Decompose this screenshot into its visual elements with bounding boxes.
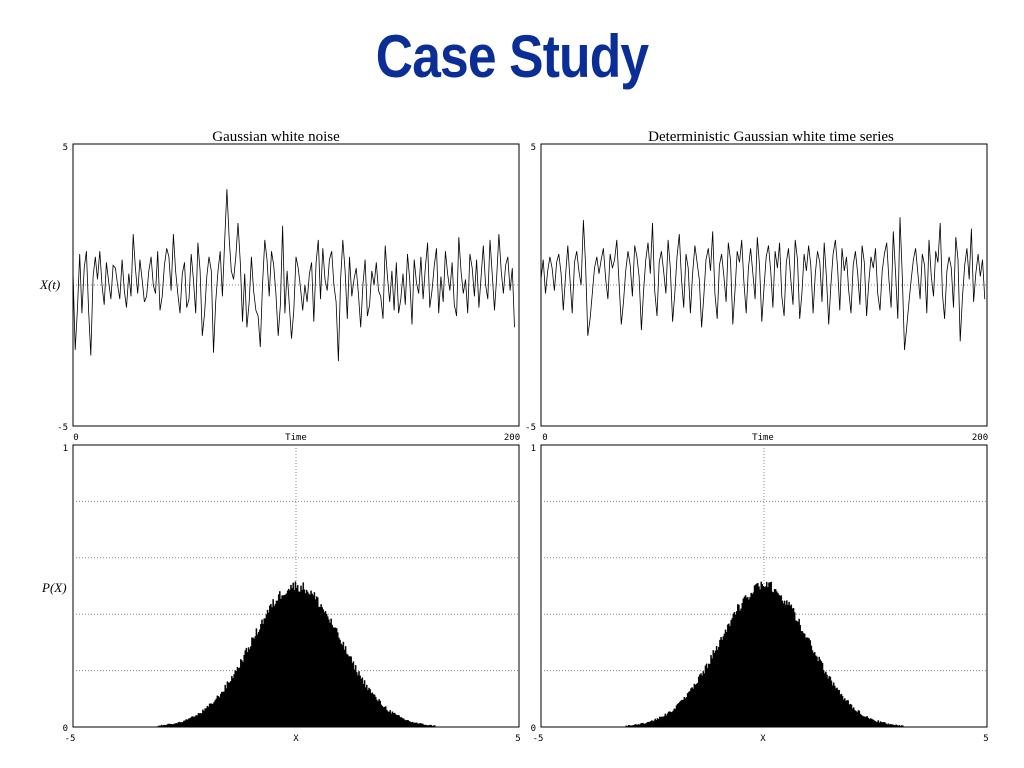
histogram-bars-path bbox=[157, 581, 436, 728]
x-tick-max: 200 bbox=[972, 433, 988, 443]
series-line bbox=[72, 189, 515, 362]
y-tick-min: -5 bbox=[57, 423, 68, 433]
panel-title: Deterministic Gaussian white time series bbox=[648, 129, 894, 145]
x-axis-label: X bbox=[760, 734, 766, 744]
x-axis-label: X bbox=[293, 734, 299, 744]
series-group bbox=[72, 189, 515, 362]
y-tick-min: 0 bbox=[63, 724, 68, 734]
y-tick-max: 1 bbox=[531, 444, 536, 454]
y-tick-min: -5 bbox=[525, 423, 536, 433]
x-tick-min: -5 bbox=[65, 734, 76, 744]
y-tick-max: 5 bbox=[63, 143, 68, 153]
y-tick-max: 1 bbox=[63, 444, 68, 454]
panel-title: Gaussian white noise bbox=[212, 129, 340, 145]
series-group bbox=[540, 217, 986, 350]
y-axis-label: X(t) bbox=[39, 277, 60, 292]
histogram-bars bbox=[157, 581, 436, 728]
y-axis-label: P(X) bbox=[41, 580, 67, 595]
x-tick-max: 200 bbox=[504, 433, 520, 443]
histogram-bars-path bbox=[625, 581, 904, 728]
y-tick-max: 5 bbox=[531, 143, 536, 153]
x-tick-min: 0 bbox=[542, 433, 547, 443]
x-tick-max: 5 bbox=[515, 734, 520, 744]
histogram-bars bbox=[625, 581, 904, 728]
panel-deterministic-series: Deterministic Gaussian white time series… bbox=[525, 129, 988, 443]
x-axis-label: Time bbox=[752, 433, 774, 443]
x-axis-label: Time bbox=[285, 433, 307, 443]
panel-gaussian-white-noise: Gaussian white noise 5 -5 X(t) 0 Time 20… bbox=[39, 129, 520, 443]
x-tick-max: 5 bbox=[983, 734, 988, 744]
panel-histogram-left: 1 0 P(X) -5 X 5 bbox=[41, 444, 521, 744]
slide-title: Case Study bbox=[375, 23, 649, 90]
panel-histogram-right: 1 0 -5 X 5 bbox=[531, 444, 989, 744]
x-tick-min: 0 bbox=[73, 433, 78, 443]
series-line bbox=[540, 217, 986, 350]
y-tick-min: 0 bbox=[531, 724, 536, 734]
x-tick-min: -5 bbox=[533, 734, 544, 744]
